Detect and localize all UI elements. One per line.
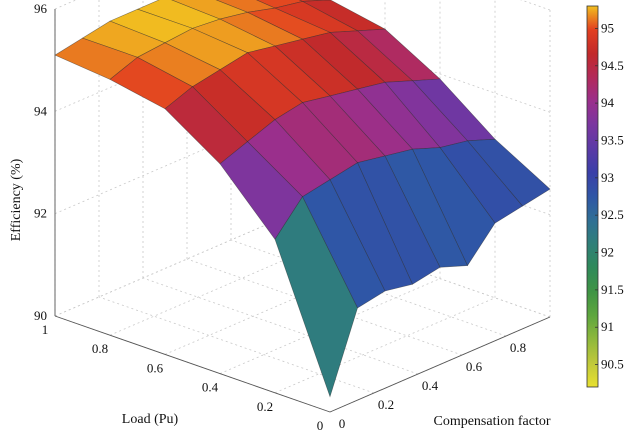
grid-line [142,277,419,375]
colorbar-tick-label: 94 [601,95,615,110]
colorbar-tick-label: 92 [601,245,614,260]
tick-labels: 90 92 94 96 0 0.2 0.4 0.6 0.8 1 0 0.2 0.4 0.6 0.8 [34,1,526,433]
x-tick-label: 0.2 [378,397,394,412]
grid-line [54,220,276,317]
colorbar-tick-label: 91.5 [601,282,624,297]
colorbar-tick-label: 93.5 [601,132,624,147]
colorbar-tick-label: 94.5 [601,58,624,73]
z-tick-label: 94 [34,103,48,118]
y-axis-title: Load (Pu) [122,412,179,427]
z-tick-label: 92 [34,206,47,221]
axis-line [54,315,331,413]
y-tick-label: 1 [42,322,49,337]
colorbar-tick-label: 92.5 [601,207,624,222]
colorbar: 90.5 91 91.5 92 92.5 93 93.5 94 94.5 95 [586,5,624,388]
colorbar-tick-label: 90.5 [601,357,624,372]
colorbar-tick-label: 95 [601,20,614,35]
axes-box [54,9,551,413]
z-tick-label: 90 [34,308,47,323]
x-tick-label: 0.6 [466,359,483,374]
y-tick-label: 0.8 [92,341,108,356]
x-tick-label: 0.8 [510,340,526,355]
colorbar-gradient [586,5,599,388]
axis-line [329,316,551,413]
x-tick-label: 0 [339,416,346,431]
y-tick-label: 0.2 [257,399,273,414]
z-tick-label: 96 [34,1,48,16]
colorbar-ticks: 90.5 91 91.5 92 92.5 93 93.5 94 94.5 95 [595,20,624,372]
colorbar-tick-label: 93 [601,170,614,185]
x-axis-title: Compensation factor [433,414,550,429]
y-tick-label: 0.4 [202,380,219,395]
colorbar-tick-label: 91 [601,319,614,334]
surface-plot [54,0,551,398]
grid-line [98,296,375,394]
z-axis-title: Efficiency (%) [9,158,24,241]
y-tick-label: 0.6 [147,360,164,375]
x-tick-label: 0.4 [422,378,439,393]
surface-patch [274,196,358,398]
y-tick-label: 0 [317,418,324,433]
